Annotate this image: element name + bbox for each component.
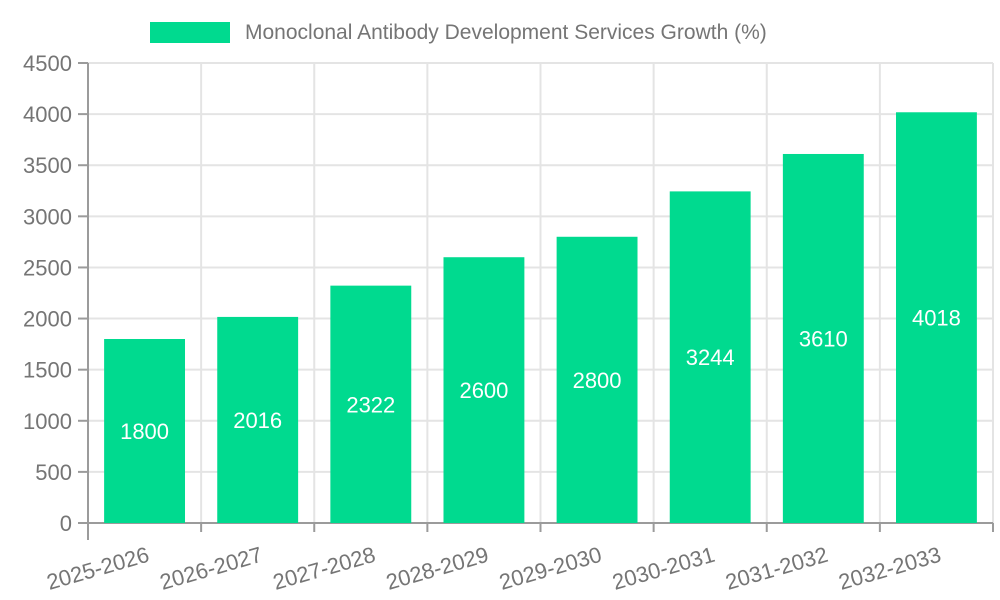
bar[interactable] <box>217 316 299 523</box>
y-tick-label: 1000 <box>23 409 72 434</box>
y-tick-label: 2000 <box>23 307 72 332</box>
x-tick-label: 2026-2027 <box>157 542 265 595</box>
bar-value-label: 2800 <box>573 368 622 393</box>
y-tick-label: 500 <box>35 460 72 485</box>
y-tick-label: 2500 <box>23 255 72 280</box>
bar[interactable] <box>104 339 186 523</box>
y-tick-label: 3500 <box>23 153 72 178</box>
x-tick-label: 2028-2029 <box>383 542 491 595</box>
bar-value-label: 3610 <box>799 326 848 351</box>
chart-legend[interactable]: Monoclonal Antibody Development Services… <box>150 22 767 43</box>
y-tick-label: 1500 <box>23 358 72 383</box>
bar[interactable] <box>556 236 638 523</box>
bar-value-label: 2016 <box>233 408 282 433</box>
chart-title: Monoclonal Antibody Development Services… <box>245 21 767 44</box>
bar[interactable] <box>669 191 751 523</box>
bar-value-label: 1800 <box>120 419 169 444</box>
x-tick-label: 2029-2030 <box>496 542 604 595</box>
bar-value-label: 4018 <box>912 306 961 331</box>
x-tick-label: 2031-2032 <box>723 542 831 595</box>
legend-swatch <box>150 22 230 43</box>
x-tick-label: 2032-2033 <box>836 542 944 595</box>
bar-value-label: 2322 <box>346 392 395 417</box>
bar[interactable] <box>895 112 977 523</box>
y-tick-label: 4000 <box>23 102 72 127</box>
x-tick-label: 2027-2028 <box>270 542 378 595</box>
bar-value-label: 3244 <box>686 345 735 370</box>
bar[interactable] <box>782 153 864 523</box>
bar[interactable] <box>443 257 525 523</box>
x-tick-label: 2025-2026 <box>44 542 152 595</box>
y-tick-label: 3000 <box>23 204 72 229</box>
y-tick-label: 0 <box>60 511 72 536</box>
bar[interactable] <box>330 285 412 523</box>
bar-value-label: 2600 <box>459 378 508 403</box>
x-tick-label: 2030-2031 <box>610 542 718 595</box>
y-tick-label: 4500 <box>23 51 72 76</box>
